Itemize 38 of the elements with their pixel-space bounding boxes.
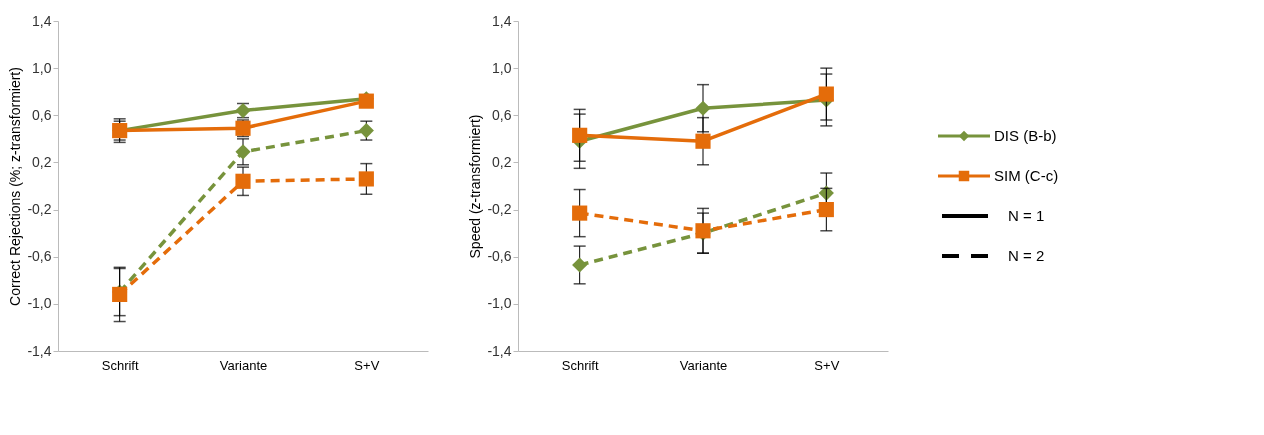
point xyxy=(572,205,588,221)
y-tick-label: -1,0 xyxy=(27,295,52,312)
y-tick-label: -0,2 xyxy=(27,201,52,218)
y-tick-label: 0,2 xyxy=(492,153,512,170)
y-tick-label: -0,2 xyxy=(487,201,512,218)
y-tick-label: 1,4 xyxy=(492,12,512,29)
point xyxy=(572,257,588,273)
y-tick-label: 1,4 xyxy=(32,12,52,29)
y-tick-label: -1,4 xyxy=(487,342,512,359)
legend-label: SIM (C-c) xyxy=(994,167,1059,184)
y-tick-label: -0,6 xyxy=(487,248,512,265)
point xyxy=(235,144,251,160)
x-tick-label: Schrift xyxy=(561,357,599,373)
y-tick-label: -0,6 xyxy=(27,248,52,265)
y-tick-label: 1,0 xyxy=(32,59,52,76)
x-tick-label: S+V xyxy=(354,357,380,373)
legend-label: DIS (B-b) xyxy=(994,127,1057,144)
y-tick-label: 0,2 xyxy=(32,153,52,170)
x-tick-label: S+V xyxy=(814,357,840,373)
point xyxy=(572,127,588,143)
y-axis-title: Speed (z-transformiert) xyxy=(467,114,484,259)
text: N = 2 xyxy=(1008,247,1045,264)
y-axis-title: Correct Rejections (%; z-transformiert) xyxy=(7,67,24,306)
point xyxy=(818,86,834,102)
y-tick-label: -1,4 xyxy=(27,342,52,359)
y-tick-label: 0,6 xyxy=(32,106,52,123)
point xyxy=(695,100,711,116)
y-tick-label: 1,0 xyxy=(492,59,512,76)
text: N = 1 xyxy=(1008,207,1045,224)
point xyxy=(358,171,374,187)
x-tick-label: Schrift xyxy=(101,357,139,373)
x-tick-label: Variante xyxy=(679,357,728,373)
x-tick-label: Variante xyxy=(219,357,268,373)
point xyxy=(235,173,251,189)
y-tick-label: 0,6 xyxy=(492,106,512,123)
y-tick-label: -1,0 xyxy=(487,295,512,312)
point xyxy=(695,133,711,149)
point xyxy=(818,201,834,218)
